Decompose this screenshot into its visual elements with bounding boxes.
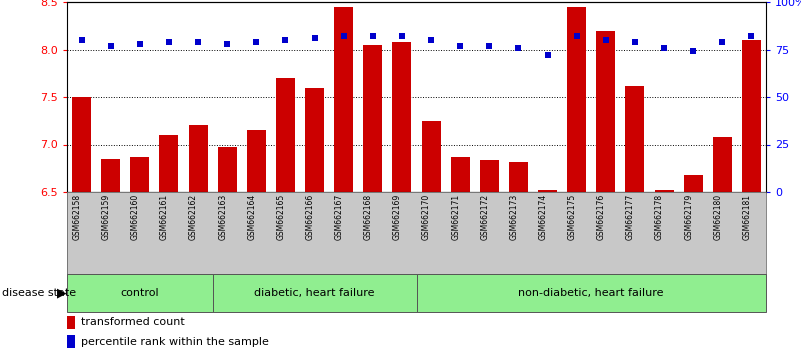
Text: GSM662166: GSM662166 [305, 194, 315, 240]
Bar [684, 175, 702, 192]
Bar [67, 316, 74, 329]
Bar [742, 40, 761, 192]
Text: control: control [120, 288, 159, 298]
Text: GSM662173: GSM662173 [509, 194, 518, 240]
Point [629, 39, 642, 45]
Point [75, 37, 88, 43]
Point [221, 41, 234, 47]
Point [570, 33, 583, 39]
Text: GSM662181: GSM662181 [743, 194, 751, 240]
Text: GSM662168: GSM662168 [364, 194, 372, 240]
Bar [188, 126, 207, 192]
Point [512, 45, 525, 50]
Bar [626, 86, 644, 192]
Bar [417, 274, 766, 312]
Point [366, 33, 379, 39]
Bar [713, 137, 732, 192]
Bar [101, 159, 120, 192]
Text: GSM662175: GSM662175 [568, 194, 577, 240]
Text: GSM662177: GSM662177 [626, 194, 635, 240]
Text: GSM662162: GSM662162 [189, 194, 198, 240]
Bar [654, 190, 674, 192]
Point [396, 33, 409, 39]
Bar [509, 161, 528, 192]
Point [163, 39, 175, 45]
Bar [451, 157, 469, 192]
Point [658, 45, 670, 50]
Point [541, 52, 554, 58]
Point [279, 37, 292, 43]
Text: GSM662170: GSM662170 [422, 194, 431, 240]
Text: GSM662167: GSM662167 [335, 194, 344, 240]
Point [716, 39, 729, 45]
Bar [159, 135, 179, 192]
Bar [67, 274, 212, 312]
Bar [597, 30, 615, 192]
Bar [67, 335, 74, 348]
Point [686, 48, 699, 54]
Text: non-diabetic, heart failure: non-diabetic, heart failure [518, 288, 664, 298]
Bar [305, 87, 324, 192]
Bar [218, 147, 236, 192]
Bar [567, 7, 586, 192]
Point [134, 41, 147, 47]
Bar [72, 97, 91, 192]
Point [425, 37, 437, 43]
Text: GSM662163: GSM662163 [218, 194, 227, 240]
Bar [247, 130, 266, 192]
Text: GSM662179: GSM662179 [684, 194, 693, 240]
Text: GSM662171: GSM662171 [451, 194, 461, 240]
Point [337, 33, 350, 39]
Point [454, 43, 467, 48]
Text: GSM662159: GSM662159 [102, 194, 111, 240]
Point [599, 37, 612, 43]
Bar [392, 42, 412, 192]
Text: GSM662158: GSM662158 [73, 194, 82, 240]
Text: GSM662174: GSM662174 [538, 194, 548, 240]
Bar [276, 78, 295, 192]
Bar [421, 121, 441, 192]
Text: transformed count: transformed count [81, 318, 185, 327]
Point [250, 39, 263, 45]
Point [483, 43, 496, 48]
Bar [480, 160, 499, 192]
Point [308, 35, 321, 41]
Bar [334, 7, 353, 192]
Text: GSM662176: GSM662176 [597, 194, 606, 240]
Text: GSM662172: GSM662172 [481, 194, 489, 240]
Text: ▶: ▶ [58, 286, 67, 299]
Point [104, 43, 117, 48]
Text: GSM662178: GSM662178 [655, 194, 664, 240]
Point [191, 39, 204, 45]
Bar [364, 45, 382, 192]
Text: GSM662169: GSM662169 [393, 194, 402, 240]
Text: GSM662160: GSM662160 [131, 194, 140, 240]
Text: GSM662161: GSM662161 [160, 194, 169, 240]
Text: percentile rank within the sample: percentile rank within the sample [81, 337, 269, 347]
Text: GSM662164: GSM662164 [248, 194, 256, 240]
Text: GDS4314 / 8035297: GDS4314 / 8035297 [67, 0, 207, 1]
Text: disease state: disease state [2, 288, 76, 298]
Text: diabetic, heart failure: diabetic, heart failure [254, 288, 375, 298]
Bar [131, 157, 149, 192]
Bar [212, 274, 417, 312]
Text: GSM662180: GSM662180 [714, 194, 723, 240]
Point [745, 33, 758, 39]
Text: GSM662165: GSM662165 [276, 194, 285, 240]
Bar [538, 190, 557, 192]
